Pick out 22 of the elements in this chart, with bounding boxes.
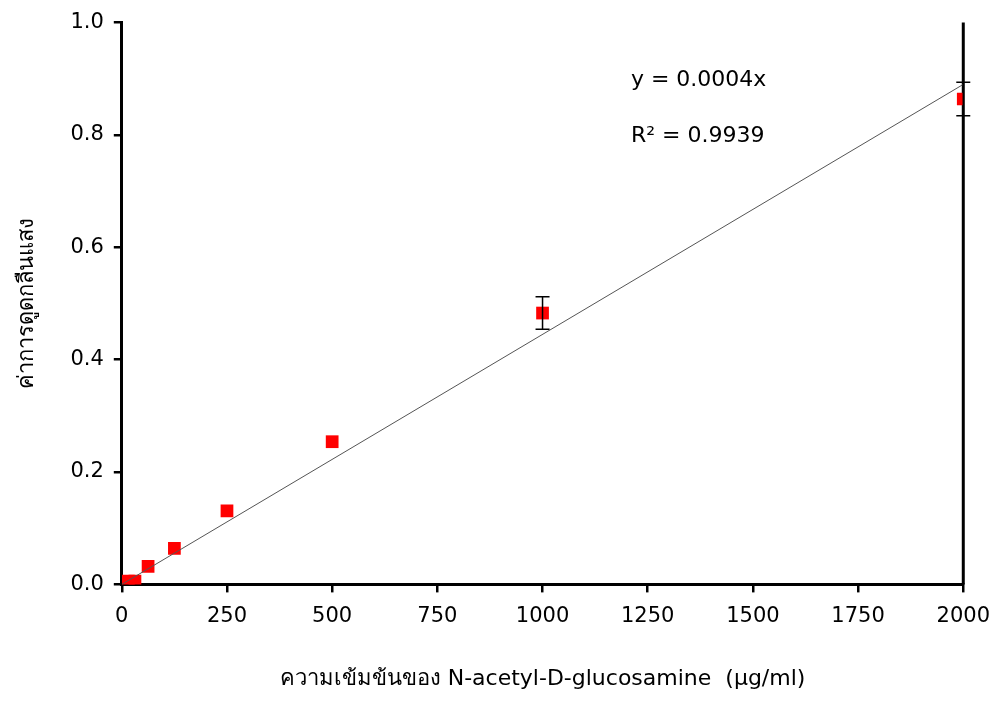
y-axis-title: ค่าการดูดกลืนแสง (12, 218, 39, 389)
x-tick-label: 1750 (831, 603, 885, 628)
x-axis-title: ความเข้มข้นของ N-acetyl-D-glucosamine (µg/ml) (279, 664, 806, 690)
point (168, 542, 181, 555)
x-tick-label: 0 (115, 603, 129, 628)
x-tick-label: 1250 (621, 603, 675, 628)
y-tick-label: 0.6 (70, 233, 104, 258)
annotation: y = 0.0004x (630, 66, 767, 92)
y-tick-label: 0.4 (70, 346, 104, 371)
x-tick-label: 500 (312, 603, 353, 628)
x-tick-label: 1500 (726, 603, 780, 628)
point (325, 435, 339, 449)
x-tick-label: 1000 (515, 603, 570, 628)
annotation: R² = 0.9939 (630, 122, 765, 148)
y-tick-label: 1.0 (70, 9, 104, 34)
y-tick-label: 0.2 (70, 458, 104, 483)
x-tick-label: 750 (417, 603, 458, 628)
point (220, 504, 234, 518)
y-tick-label: 0.0 (70, 570, 104, 595)
x-tick-label: 250 (206, 603, 248, 628)
y-tick-label: 0.8 (70, 121, 104, 146)
x-tick-label: 2000 (936, 603, 990, 628)
